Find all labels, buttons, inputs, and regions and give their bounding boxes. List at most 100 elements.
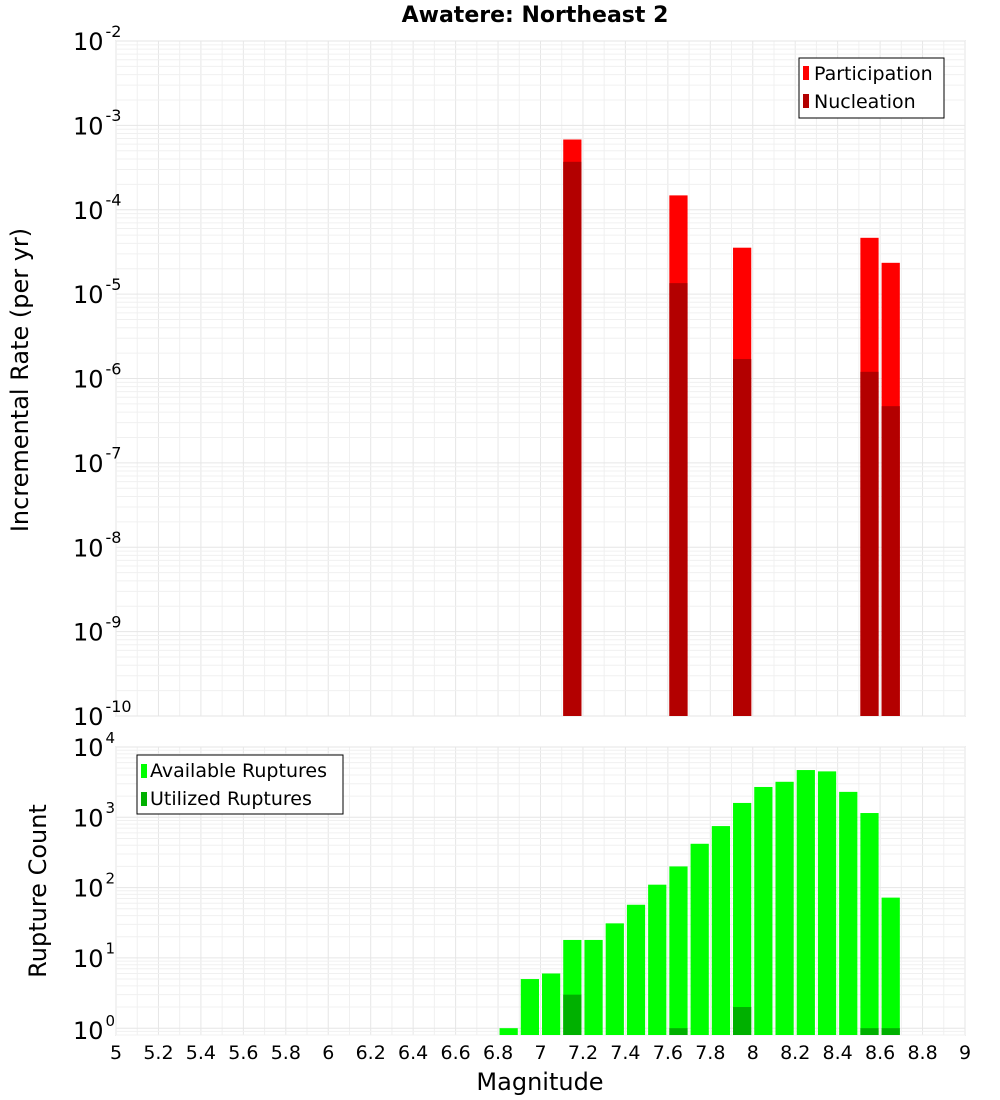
y-tick-label: 10 <box>73 450 104 478</box>
y-tick-label: 10 <box>73 534 104 562</box>
bar-available-ruptures <box>669 866 688 1035</box>
bar-nucleation <box>669 283 688 716</box>
bar-utilized-ruptures <box>733 1007 752 1035</box>
legend-label-utilized-ruptures: Utilized Ruptures <box>150 788 312 810</box>
y-tick-exponent: 2 <box>105 869 115 887</box>
bar-available-ruptures <box>605 923 624 1035</box>
x-tick-label: 7.2 <box>568 1042 598 1064</box>
x-tick-label: 5.4 <box>186 1042 216 1064</box>
bar-available-ruptures <box>690 843 709 1035</box>
bar-available-ruptures <box>520 979 539 1035</box>
bar-available-ruptures <box>626 904 646 1035</box>
bar-available-ruptures <box>711 826 731 1035</box>
bar-available-ruptures <box>796 770 815 1035</box>
y-tick-exponent: -7 <box>105 444 121 463</box>
y-tick-label: 10 <box>73 619 104 647</box>
x-tick-label: 6.2 <box>356 1042 386 1064</box>
x-tick-label: 7.4 <box>610 1042 640 1064</box>
top-gridlines <box>115 40 966 717</box>
y-tick-label: 10 <box>73 366 104 394</box>
y-tick-exponent: -2 <box>105 22 121 41</box>
bar-available-ruptures <box>499 1028 518 1035</box>
y-tick-label: 10 <box>73 734 104 762</box>
legend-swatch-available-ruptures <box>141 764 147 778</box>
legend-swatch-participation <box>803 66 809 80</box>
bottom-bars <box>499 770 900 1035</box>
bar-available-ruptures <box>817 771 837 1035</box>
bar-utilized-ruptures <box>563 994 582 1035</box>
y-tick-exponent: 4 <box>105 729 115 747</box>
bar-utilized-ruptures <box>860 1028 879 1035</box>
bar-utilized-ruptures <box>881 1028 900 1035</box>
x-tick-label: 5.6 <box>228 1042 258 1064</box>
top-legend-box <box>798 57 945 119</box>
bar-available-ruptures <box>584 939 603 1035</box>
top-bars <box>563 139 900 717</box>
legend-swatch-utilized-ruptures <box>141 792 147 806</box>
legend-swatch-nucleation <box>803 94 809 108</box>
y-tick-label: 10 <box>73 875 104 903</box>
y-tick-exponent: 3 <box>105 799 115 817</box>
y-tick-exponent: 1 <box>105 940 115 958</box>
bar-available-ruptures <box>542 973 561 1035</box>
y-tick-exponent: -10 <box>105 697 131 716</box>
bottom-legend-box <box>136 754 344 815</box>
x-tick-label: 7 <box>534 1042 546 1064</box>
y-tick-exponent: -9 <box>105 612 121 631</box>
x-tick-label: 5.2 <box>143 1042 173 1064</box>
y-tick-label: 10 <box>73 197 104 225</box>
bar-nucleation <box>733 359 752 716</box>
y-tick-exponent: -5 <box>105 275 121 294</box>
y-tick-label: 10 <box>73 945 104 973</box>
bottom-legend: Available Ruptures Utilized Ruptures <box>136 754 344 815</box>
chart-title: Awatere: Northeast 2 <box>402 3 669 28</box>
x-tick-label: 8.2 <box>780 1042 810 1064</box>
x-tick-label: 6 <box>322 1042 334 1064</box>
bar-nucleation <box>860 371 879 716</box>
y-tick-exponent: -8 <box>105 528 121 547</box>
y-tick-label: 10 <box>73 804 104 832</box>
bottom-y-axis-label: Rupture Count <box>24 804 52 978</box>
top-y-axis-label: Incremental Rate (per yr) <box>6 228 34 532</box>
legend-label-nucleation: Nucleation <box>814 91 916 113</box>
x-tick-label: 7.8 <box>695 1042 725 1064</box>
y-tick-label: 10 <box>73 1017 104 1045</box>
x-tick-label: 8.8 <box>907 1042 937 1064</box>
x-axis-label: Magnitude <box>476 1068 603 1096</box>
x-tick-label: 7.6 <box>653 1042 683 1064</box>
y-tick-exponent: -6 <box>105 359 121 378</box>
legend-label-available-ruptures: Available Ruptures <box>150 760 327 782</box>
bar-available-ruptures <box>860 813 879 1035</box>
x-tick-label: 6.4 <box>398 1042 428 1064</box>
x-tick-label: 8.6 <box>865 1042 895 1064</box>
bar-nucleation <box>563 161 582 716</box>
y-tick-exponent: -3 <box>105 106 121 125</box>
bar-utilized-ruptures <box>669 1028 688 1035</box>
x-tick-label: 8 <box>747 1042 759 1064</box>
bar-available-ruptures <box>648 884 667 1035</box>
bar-available-ruptures <box>839 791 858 1035</box>
x-tick-label: 5.8 <box>271 1042 301 1064</box>
bar-available-ruptures <box>754 786 773 1035</box>
bottom-gridlines <box>115 746 966 1036</box>
x-tick-label: 6.8 <box>483 1042 513 1064</box>
x-tick-label: 8.4 <box>823 1042 853 1064</box>
bar-nucleation <box>881 406 900 716</box>
y-tick-label: 10 <box>73 703 104 731</box>
x-tick-label: 5 <box>110 1042 122 1064</box>
y-tick-exponent: -4 <box>105 191 121 210</box>
y-tick-label: 10 <box>73 112 104 140</box>
y-tick-label: 10 <box>73 28 104 56</box>
x-tick-label: 6.6 <box>440 1042 470 1064</box>
legend-label-participation: Participation <box>814 63 933 85</box>
bar-available-ruptures <box>733 802 752 1035</box>
y-tick-label: 10 <box>73 281 104 309</box>
top-legend: Participation Nucleation <box>798 57 945 119</box>
x-tick-label: 9 <box>959 1042 971 1064</box>
y-tick-exponent: 0 <box>105 1012 115 1030</box>
